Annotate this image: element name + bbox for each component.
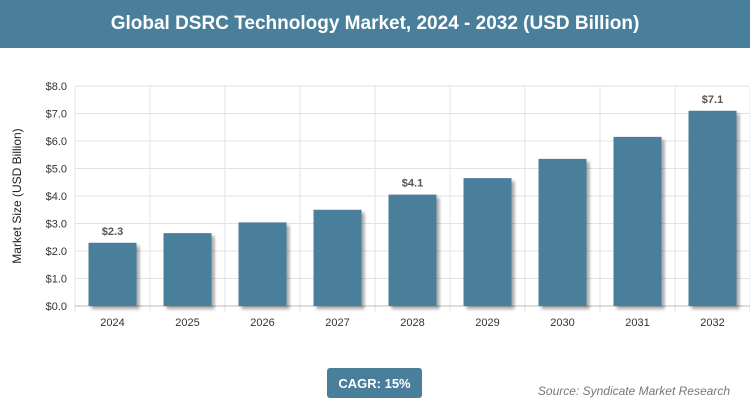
bar-2024	[88, 242, 137, 306]
x-tick-label: 2032	[700, 317, 724, 329]
x-tick-label: 2027	[325, 317, 349, 329]
y-tick-label: $2.0	[46, 246, 67, 258]
x-tick-label: 2025	[175, 317, 199, 329]
y-tick-label: $3.0	[46, 219, 67, 231]
chart-title: Global DSRC Technology Market, 2024 - 20…	[0, 0, 750, 48]
data-label-2024: $2.3	[102, 226, 123, 238]
y-tick-label: $8.0	[46, 81, 67, 93]
x-tick-label: 2028	[400, 317, 424, 329]
y-tick-label: $5.0	[46, 164, 67, 176]
bar-2026	[238, 222, 287, 306]
y-tick-label: $6.0	[46, 136, 67, 148]
y-tick-label: $4.0	[46, 191, 67, 203]
bar-2027	[313, 209, 362, 306]
x-tick-label: 2026	[250, 317, 274, 329]
bar-2032	[688, 110, 737, 306]
y-tick-label: $7.0	[46, 109, 67, 121]
data-label-2028: $4.1	[402, 178, 423, 190]
data-label-2032: $7.1	[702, 94, 723, 106]
source-note: Source: Syndicate Market Research	[537, 384, 730, 398]
bar-2030	[538, 158, 587, 306]
cagr-badge: CAGR: 15%	[327, 368, 422, 398]
x-tick-label: 2031	[625, 317, 649, 329]
x-tick-label: 2029	[475, 317, 499, 329]
y-tick-label: $0.0	[46, 301, 67, 313]
bar-2029	[463, 178, 512, 306]
x-tick-label: 2024	[100, 317, 124, 329]
x-tick-label: 2030	[550, 317, 574, 329]
bar-2028	[388, 194, 437, 306]
bar-2025	[163, 233, 212, 306]
y-tick-label: $1.0	[46, 274, 67, 286]
bar-2031	[613, 136, 662, 306]
y-axis-title: Market Size (USD Billion)	[10, 128, 24, 263]
